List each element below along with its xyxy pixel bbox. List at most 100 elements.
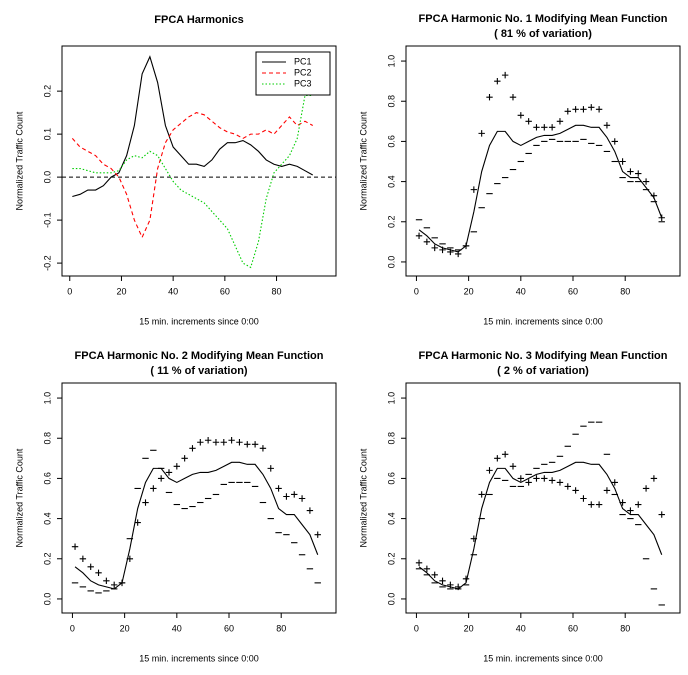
marker — [517, 112, 525, 119]
panel: FPCA Harmonics 15 min. increments since 0… — [14, 14, 337, 326]
x-tick-label: 20 — [116, 286, 126, 296]
marker — [291, 491, 298, 498]
plot-frame — [61, 45, 337, 277]
y-tick-label: -0.1 — [42, 212, 52, 228]
marker — [165, 469, 173, 476]
marker — [431, 244, 438, 252]
y-axis-label: Normalized Traffic Count — [358, 111, 368, 210]
y-tick-label: 0.6 — [42, 472, 52, 485]
marker — [298, 495, 306, 502]
marker — [283, 493, 290, 500]
y-tick-label: 0.8 — [386, 95, 396, 108]
marker — [470, 186, 478, 193]
marker — [415, 559, 423, 566]
marker — [267, 465, 274, 472]
marker — [275, 485, 282, 492]
marker — [251, 441, 259, 448]
marker — [595, 501, 603, 508]
x-tick-label: 20 — [464, 286, 474, 296]
panel: FPCA Harmonic No. 3 Modifying Mean Funct… — [358, 350, 681, 663]
y-tick-label: 0.2 — [386, 553, 396, 566]
marker — [220, 439, 227, 446]
series-line — [418, 461, 663, 590]
marker — [556, 479, 564, 486]
x-tick-label: 40 — [168, 286, 178, 296]
marker — [423, 238, 431, 246]
y-tick-label: 1.0 — [386, 55, 396, 68]
marker — [517, 475, 525, 482]
x-tick-label: 80 — [272, 286, 282, 296]
marker — [439, 577, 446, 585]
marker — [572, 487, 579, 494]
marker — [642, 485, 650, 492]
marker — [486, 94, 493, 101]
x-tick-label: 0 — [67, 286, 72, 296]
y-axis-label: Normalized Traffic Count — [358, 448, 368, 547]
marker — [541, 124, 548, 131]
marker — [244, 441, 251, 448]
y-tick-label: 0.0 — [42, 171, 52, 184]
marker — [509, 94, 517, 101]
marker — [603, 122, 611, 129]
x-tick-label: 40 — [516, 286, 526, 296]
marker — [525, 118, 532, 125]
panel: FPCA Harmonic No. 2 Modifying Mean Funct… — [14, 350, 337, 663]
y-tick-label: 1.0 — [42, 392, 52, 405]
marker — [533, 124, 540, 131]
marker — [79, 555, 87, 562]
marker — [462, 575, 470, 583]
marker — [470, 535, 478, 542]
marker — [306, 507, 314, 514]
marker — [447, 248, 454, 256]
x-axis-label: 15 min. increments since 0:00 — [139, 316, 259, 326]
marker — [236, 439, 243, 446]
x-tick-label: 0 — [414, 623, 419, 633]
plot-frame — [405, 45, 681, 277]
marker — [486, 467, 493, 474]
y-tick-label: 0.0 — [386, 256, 396, 269]
marker — [150, 485, 157, 492]
y-tick-label: 0.6 — [386, 135, 396, 148]
marker — [650, 192, 658, 199]
marker — [580, 106, 587, 113]
series-line — [418, 124, 663, 253]
y-tick-label: 0.8 — [42, 432, 52, 445]
y-tick-label: 0.6 — [386, 472, 396, 485]
marker — [439, 246, 446, 254]
chart-title: FPCA Harmonic No. 3 Modifying Mean Funct… — [419, 350, 668, 362]
marker — [580, 495, 587, 502]
x-tick-label: 0 — [70, 623, 75, 633]
marker — [556, 118, 564, 125]
y-axis-label: Normalized Traffic Count — [14, 111, 24, 210]
x-tick-label: 60 — [220, 286, 230, 296]
marker — [501, 71, 509, 79]
marker — [642, 178, 650, 185]
marker — [314, 531, 321, 538]
marker — [603, 487, 611, 494]
marker — [501, 451, 509, 458]
marker — [564, 108, 571, 115]
panel: FPCA Harmonic No. 1 Modifying Mean Funct… — [358, 13, 681, 326]
marker — [71, 543, 79, 550]
y-tick-label: 0.4 — [386, 175, 396, 188]
marker — [181, 455, 188, 462]
marker — [87, 563, 94, 570]
legend-box — [255, 51, 331, 96]
marker — [126, 555, 134, 562]
plot-frame — [61, 382, 337, 614]
series-line — [74, 461, 319, 590]
marker — [423, 565, 431, 573]
chart-title: FPCA Harmonic No. 2 Modifying Mean Funct… — [75, 350, 324, 362]
chart-title: FPCA Harmonic No. 1 Modifying Mean Funct… — [419, 13, 668, 25]
y-tick-label: -0.2 — [42, 255, 52, 271]
marker — [650, 475, 658, 482]
marker — [627, 507, 634, 514]
marker — [635, 501, 642, 508]
marker — [431, 571, 438, 579]
x-tick-label: 40 — [172, 623, 182, 633]
marker — [611, 138, 618, 145]
x-tick-label: 60 — [224, 623, 234, 633]
marker — [635, 170, 642, 177]
marker — [228, 437, 235, 444]
